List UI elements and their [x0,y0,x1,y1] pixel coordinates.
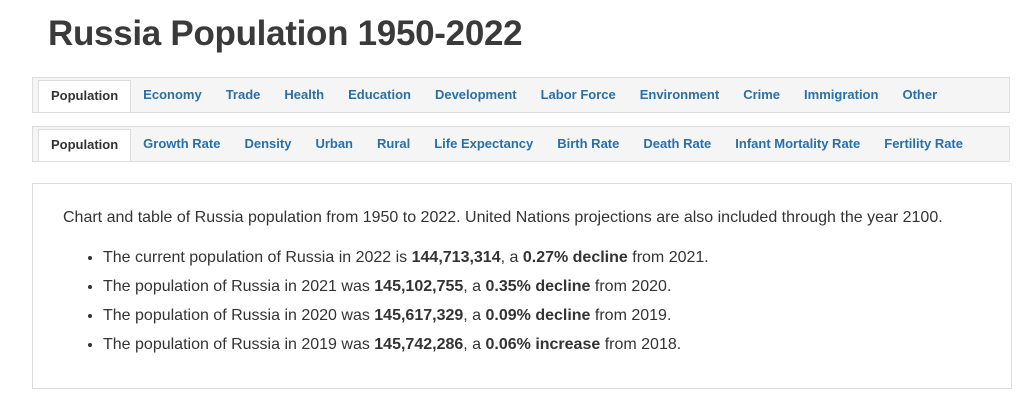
text: The current population of Russia in 2022… [103,249,412,266]
tab[interactable]: Health [284,87,325,102]
page-title: Russia Population 1950-2022 [48,14,523,53]
sub-tab-bar: Population Growth Rate Density Urban Rural Li… [32,126,1010,162]
text: , a [463,307,486,324]
bold-text: 0.35% decline [485,278,591,295]
text: The population of Russia in 2021 was [103,278,375,295]
bold-text: 0.09% decline [485,307,591,324]
tab-bar: Population Economy Trade Health Education Dev… [32,77,1010,113]
bullet-item: The population of Russia in 2021 was 145… [103,272,981,301]
tab[interactable]: Population [38,129,132,161]
tab[interactable]: Rural [377,136,411,151]
tab[interactable]: Economy [143,87,202,102]
tab[interactable]: Education [348,87,411,102]
text: , a [463,336,486,353]
tab[interactable]: Trade [225,87,261,102]
tab[interactable]: Density [244,136,292,151]
tab[interactable]: Infant Mortality Rate [735,136,861,151]
bullet-item: The population of Russia in 2019 was 145… [103,330,981,359]
tab[interactable]: Fertility Rate [884,136,963,151]
bold-text: 145,617,329 [374,307,464,324]
tab[interactable]: Labor Force [540,87,616,102]
text: , a [463,278,486,295]
tab[interactable]: Environment [639,87,720,102]
bold-text: 145,742,286 [374,336,464,353]
tab[interactable]: Growth Rate [143,136,221,151]
text: from 2021. [627,249,709,266]
tab[interactable]: Other [902,87,938,102]
text: from 2020. [590,278,672,295]
bold-text: 144,713,314 [411,249,501,266]
text: from 2019. [590,307,672,324]
bold-text: 0.27% decline [522,249,628,266]
tab[interactable]: Immigration [804,87,879,102]
text: , a [500,249,523,266]
tab[interactable]: Crime [743,87,781,102]
bullet-item: The current population of Russia in 2022… [103,243,981,272]
text: from 2018. [600,336,682,353]
bullet-list: The current population of Russia in 2022… [63,243,981,359]
tab[interactable]: Development [434,87,517,102]
bold-text: 0.06% increase [485,336,601,353]
text: The population of Russia in 2020 was [103,307,375,324]
bold-text: 145,102,755 [374,278,464,295]
tab[interactable]: Urban [315,136,353,151]
tab[interactable]: Population [38,80,132,112]
tab[interactable]: Death Rate [643,136,712,151]
bullet-item: The population of Russia in 2020 was 145… [103,301,981,330]
intro-text: Chart and table of Russia population fro… [63,209,943,226]
tab[interactable]: Birth Rate [557,136,620,151]
content-box: Chart and table of Russia population fro… [32,183,1012,389]
tab[interactable]: Life Expectancy [434,136,534,151]
text: The population of Russia in 2019 was [103,336,375,353]
